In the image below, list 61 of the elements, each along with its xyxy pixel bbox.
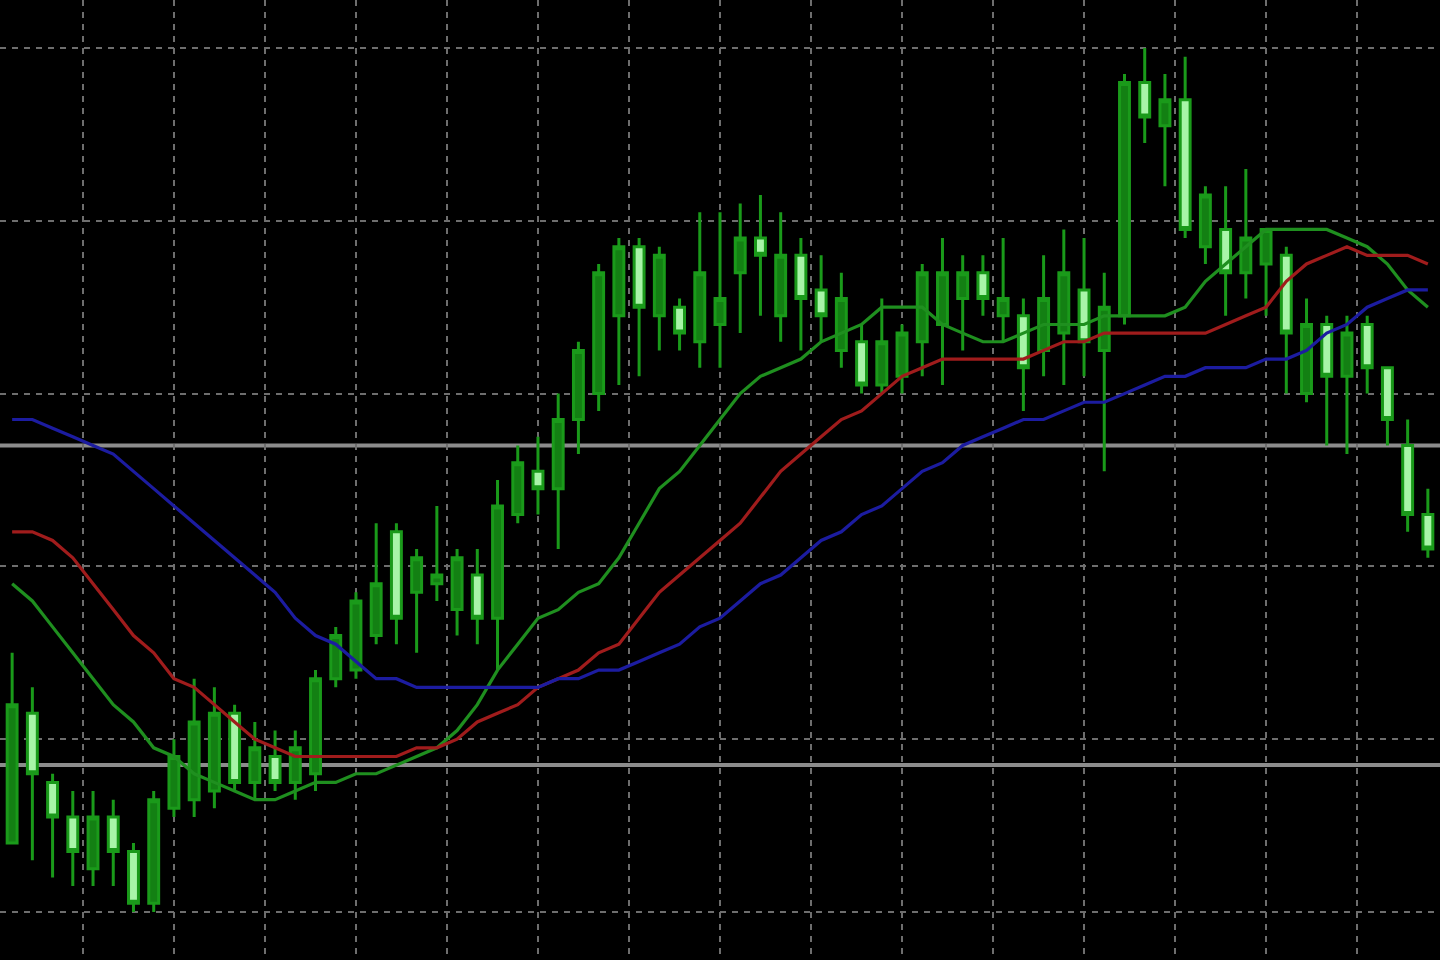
candlestick [814, 253, 828, 344]
candlestick [612, 236, 626, 387]
candlestick [106, 798, 120, 888]
candlestick [693, 210, 707, 370]
candlestick [470, 547, 484, 646]
candlestick [268, 729, 282, 793]
candlestick [936, 236, 949, 387]
candlestick [1401, 418, 1415, 534]
candlestick [389, 521, 403, 646]
candlestick [228, 703, 242, 793]
candlestick [1178, 55, 1192, 240]
candlestick [1279, 245, 1293, 396]
candlestick [1016, 297, 1030, 413]
candlestick [1077, 236, 1091, 378]
candlestick [450, 547, 464, 638]
candlestick [5, 651, 19, 845]
candlestick [491, 478, 504, 672]
candlestick [66, 789, 80, 888]
candlestick [369, 521, 383, 646]
candlestick [127, 841, 140, 914]
candlestick [25, 685, 39, 862]
candlestick [349, 590, 363, 681]
candlestick [410, 547, 424, 655]
candlestick [632, 236, 646, 378]
candlestick [895, 322, 909, 396]
candlestick [329, 625, 343, 689]
candlestick [713, 210, 727, 370]
candlestick [652, 245, 666, 352]
candlestick [571, 340, 585, 456]
candlestick [86, 789, 100, 888]
candlestick [1421, 487, 1435, 560]
candlestick [511, 443, 525, 525]
candlestick [1300, 297, 1313, 404]
candlestick [1138, 46, 1152, 145]
candlestick [430, 504, 444, 603]
candlestick [1158, 72, 1172, 188]
candlestick [531, 435, 545, 517]
candlestick [956, 253, 970, 352]
candlestick [673, 297, 686, 352]
candlestick [855, 322, 869, 396]
candlestick [1037, 253, 1051, 378]
candlestick [1340, 314, 1354, 456]
candlestick [1380, 366, 1394, 447]
candlestick [875, 297, 889, 396]
candlestick [794, 236, 808, 352]
candlestick [1097, 271, 1111, 473]
candlestick [976, 253, 990, 318]
candlestick [551, 392, 565, 551]
candlestick [733, 202, 747, 335]
candlestick [309, 668, 322, 793]
candlestick [147, 789, 161, 914]
candlestick [834, 271, 848, 370]
candlestick [915, 262, 929, 378]
candlestick [996, 236, 1010, 344]
candlestick [46, 772, 60, 879]
candlestick [1198, 184, 1212, 266]
candlestick [1320, 314, 1334, 447]
candlestick [592, 262, 606, 413]
candlestick [754, 193, 767, 318]
candlestick [1360, 314, 1374, 396]
candlestick [774, 210, 788, 344]
